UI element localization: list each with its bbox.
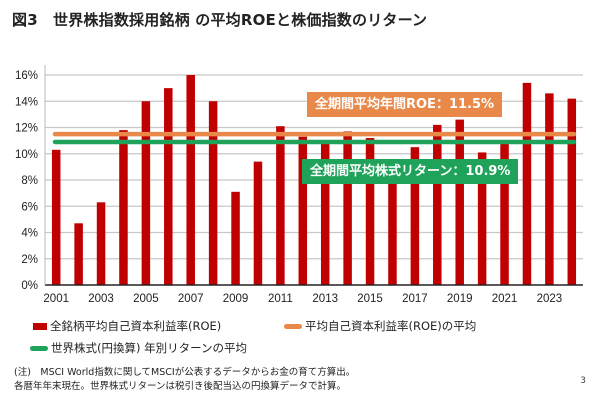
x-tick-label: 2003: [88, 293, 114, 305]
bar-2004: [119, 130, 128, 285]
legend-item-roe-bar: 全銘柄平均自己資本利益率(ROE): [33, 318, 221, 334]
bar-2024: [567, 98, 577, 285]
chart-plot: 0%2%4%6%8%10%12%14%16% 2001 2003 2005 2007 2…: [15, 65, 583, 305]
bar-2013: [320, 143, 330, 285]
y-tick-label: 0%: [21, 280, 38, 292]
y-axis-ticks: 0% 2% 4% 6% 8% 10% 12% 14% 16%: [15, 70, 38, 292]
bar-2020: [477, 152, 487, 285]
x-tick-label: 2011: [268, 293, 293, 305]
y-tick-label: 2%: [21, 254, 38, 266]
y-tick-label: 6%: [21, 201, 38, 213]
y-tick-label: 4%: [21, 228, 38, 240]
bar-2001: [51, 149, 61, 285]
bar-2017: [410, 147, 420, 285]
footnote-2: 各暦年年末現在。世界株式リターンは税引き後配当込の円換算データで計算。: [14, 381, 347, 392]
bar-2023: [545, 93, 554, 285]
x-tick-label: 2009: [223, 293, 249, 305]
bar-2019: [455, 119, 464, 285]
x-tick-label: 2015: [357, 293, 383, 305]
y-tick-label: 10%: [15, 149, 38, 161]
y-tick-label: 14%: [15, 96, 38, 108]
bar-series: [51, 75, 577, 285]
chart-title: 図3 世界株指数採用銘柄 の平均ROEと株価指数のリターン: [12, 11, 428, 29]
x-tick-label: 2001: [43, 293, 69, 305]
bar-2006: [164, 88, 173, 285]
y-tick-label: 16%: [15, 70, 38, 82]
x-tick-label: 2005: [133, 293, 159, 305]
bar-2010: [253, 161, 263, 285]
x-tick-label: 2019: [447, 293, 473, 305]
x-tick-label: 2017: [402, 293, 428, 305]
bar-2011: [276, 126, 285, 285]
roe-average-callout: 全期間平均年間ROE：11.5%: [307, 92, 503, 117]
y-tick-label: 8%: [21, 175, 38, 187]
bar-2007: [186, 75, 195, 285]
legend-swatch-green-line: [30, 345, 48, 351]
bar-2008: [208, 101, 218, 285]
bar-2014: [343, 131, 352, 285]
bar-2022: [522, 82, 532, 285]
legend-item-return-average: 世界株式(円換算) 年別リターンの平均: [30, 340, 247, 356]
y-tick-label: 12%: [15, 123, 38, 135]
bar-2005: [141, 101, 151, 285]
x-tick-label: 2013: [312, 293, 338, 305]
bar-2021: [500, 143, 509, 285]
bar-2018: [433, 124, 442, 285]
legend-item-roe-average: 平均自己資本利益率(ROE)の平均: [284, 318, 476, 334]
footnote-1: (注) MSCI World指数に関してMSCIが公表するデータからお金の育て方…: [14, 367, 356, 378]
x-axis-ticks: 2001 2003 2005 2007 2009 2011 2013 2015 2017 2019…: [43, 293, 562, 305]
legend-swatch-orange-line: [284, 323, 302, 329]
bar-2003: [96, 202, 106, 285]
bar-2002: [74, 223, 83, 285]
x-tick-label: 2007: [178, 293, 204, 305]
bar-2015: [365, 138, 375, 285]
bar-2012: [298, 136, 308, 285]
legend-swatch-bar: [33, 322, 47, 330]
x-tick-label: 2021: [492, 293, 518, 305]
page-number: 3: [580, 376, 586, 386]
average-lines: [52, 131, 577, 145]
bar-2009: [231, 191, 240, 285]
return-average-callout: 全期間平均株式リターン：10.9%: [302, 159, 519, 184]
bar-2016: [388, 162, 397, 285]
legend-label: 世界株式(円換算) 年別リターンの平均: [51, 341, 248, 355]
x-tick-label: 2023: [537, 293, 563, 305]
legend-label: 全銘柄平均自己資本利益率(ROE): [50, 319, 222, 333]
legend-label: 平均自己資本利益率(ROE)の平均: [305, 319, 477, 333]
